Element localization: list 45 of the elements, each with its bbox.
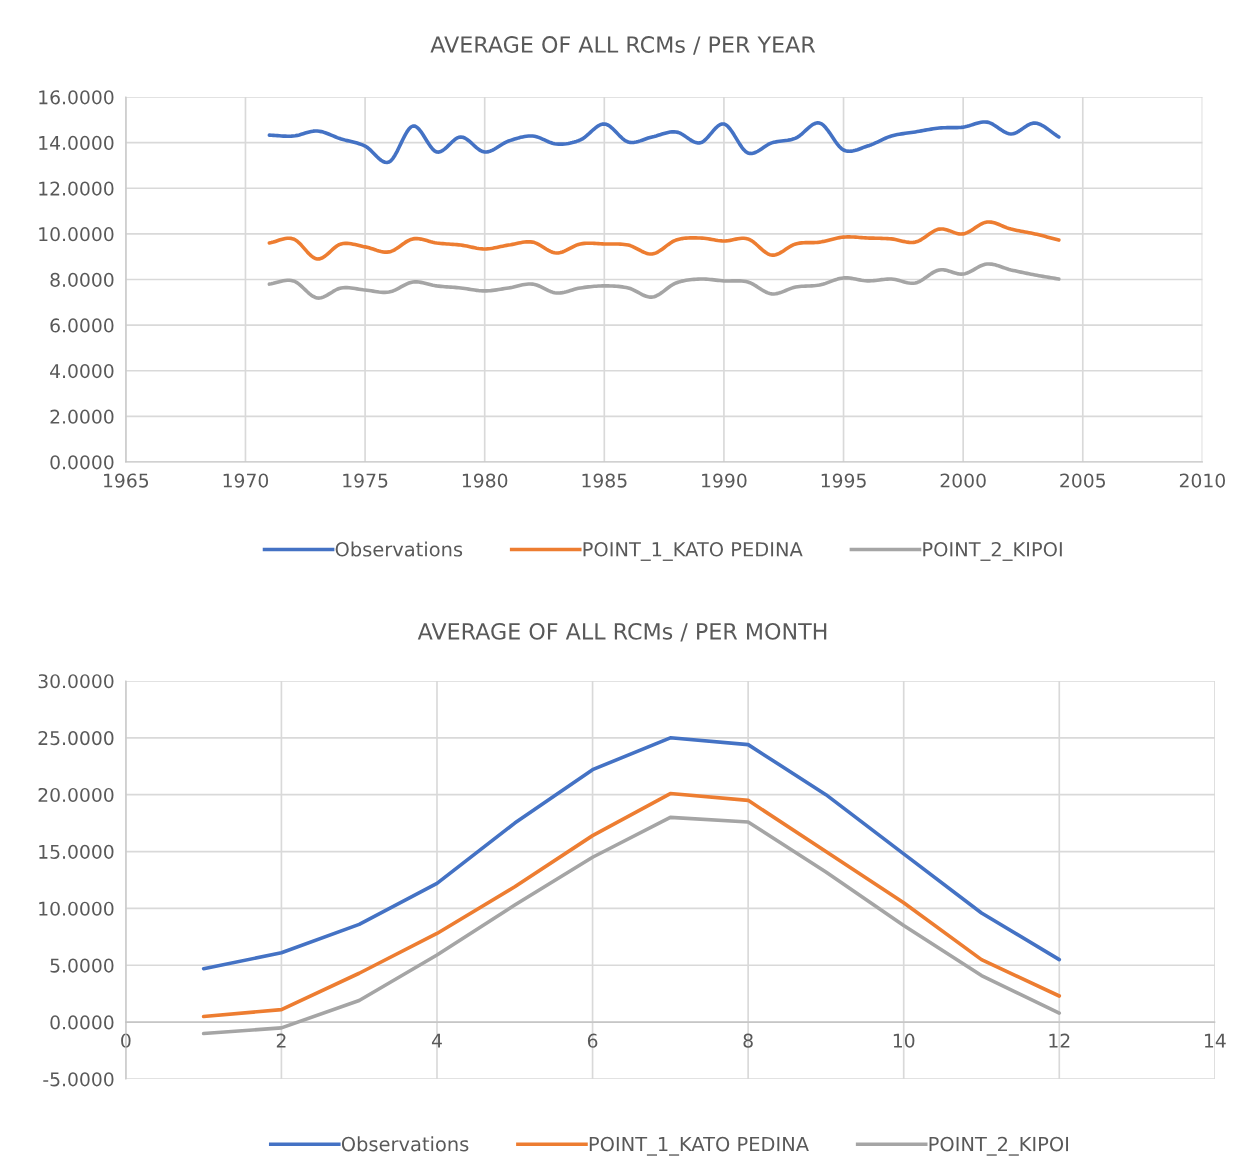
x-tick-label: 4 — [431, 1033, 442, 1048]
x-tick-label: 2005 — [1060, 473, 1105, 488]
legend-label: POINT_1_KATO PEDINA — [589, 1136, 809, 1156]
legend-label: Observations — [335, 541, 463, 557]
x-tick-label: 1995 — [821, 473, 866, 488]
y-tick-label: 0.0000 — [50, 1015, 114, 1030]
y-tick-label: 12.0000 — [39, 181, 114, 196]
legend-label: POINT_2_KIPOI — [923, 541, 1062, 561]
chart-title: AVERAGE OF ALL RCMs / PER YEAR — [430, 36, 816, 55]
x-tick-label: 2 — [276, 1033, 286, 1048]
legend-label: Observations — [341, 1136, 469, 1152]
legend-label: POINT_2_KIPOI — [929, 1136, 1069, 1156]
y-tick-label: 4.0000 — [50, 363, 114, 379]
chart-title: AVERAGE OF ALL RCMs / PER MONTH — [417, 622, 827, 642]
y-tick-label: 20.0000 — [38, 787, 114, 803]
y-tick-label: 6.0000 — [50, 318, 114, 333]
x-tick-label: 1970 — [223, 473, 269, 488]
x-tick-label: 12 — [1049, 1033, 1070, 1048]
legend-label: POINT_1_KATO PEDINA — [583, 541, 803, 561]
line-series — [201, 735, 1062, 971]
x-tick-label: 1985 — [582, 473, 627, 488]
x-tick-label: 2010 — [1179, 473, 1225, 488]
y-tick-label: 0.0000 — [50, 455, 114, 470]
x-tick-label: 1965 — [104, 473, 149, 488]
y-tick-label: 10.0000 — [39, 227, 114, 242]
y-tick-label: 5.0000 — [50, 958, 114, 973]
x-tick-label: 1975 — [343, 473, 388, 488]
y-tick-label: 2.0000 — [50, 409, 114, 424]
y-tick-label: 10.0000 — [39, 901, 114, 916]
y-tick-label: 14.0000 — [39, 135, 114, 151]
y-tick-label: 25.0000 — [38, 731, 114, 746]
y-tick-label: 8.0000 — [50, 272, 114, 287]
x-tick-label: 2000 — [940, 473, 986, 488]
x-tick-label: 14 — [1204, 1033, 1226, 1048]
x-tick-label: 1990 — [702, 473, 747, 488]
x-tick-label: 10 — [893, 1033, 915, 1048]
line-series — [201, 791, 1062, 1019]
y-tick-label: 15.0000 — [39, 844, 114, 859]
y-tick-label: -5.0000 — [43, 1072, 114, 1087]
x-tick-label: 6 — [587, 1033, 598, 1048]
x-tick-label: 0 — [121, 1033, 131, 1048]
x-tick-label: 1980 — [462, 473, 508, 488]
y-tick-label: 30.0000 — [38, 674, 114, 689]
y-tick-label: 16.0000 — [39, 90, 114, 105]
x-tick-label: 8 — [743, 1033, 753, 1048]
